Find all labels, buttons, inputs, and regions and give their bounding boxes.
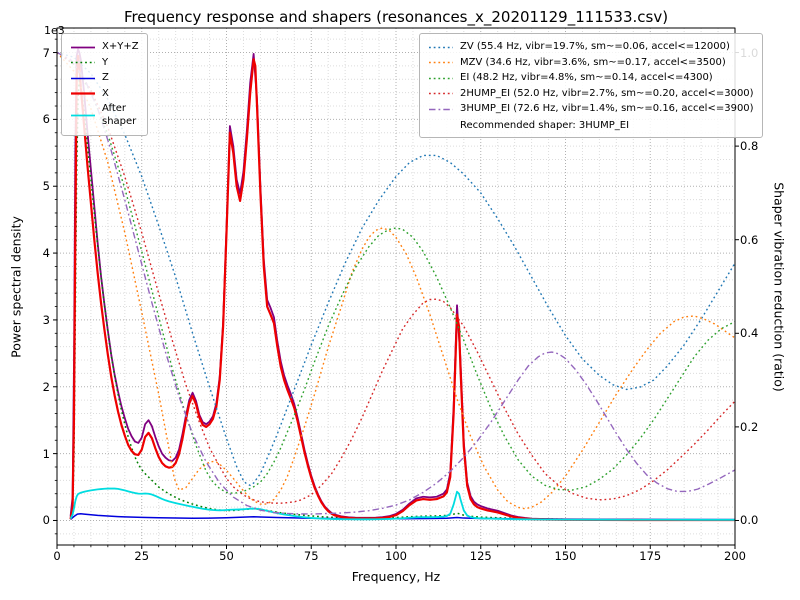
y-left-tick-label: 7 <box>42 45 50 60</box>
legend-line-sample <box>429 108 453 110</box>
legend-line-sample <box>71 77 95 79</box>
y-left-tick-label: 1 <box>42 446 50 461</box>
legend-item: X+Y+Z <box>70 41 139 54</box>
legend-item: EI (48.2 Hz, vibr=4.8%, sm~=0.14, accel<… <box>428 72 754 85</box>
legend-line-sample <box>429 77 453 79</box>
legend-item-label: 2HUMP_EI (52.0 Hz, vibr=2.7%, sm~=0.20, … <box>460 87 754 99</box>
y-right-tick-label: 0.0 <box>740 513 759 528</box>
legend-item-label: X+Y+Z <box>102 41 139 52</box>
legend-item-label: Z <box>102 72 109 83</box>
chart-title: Frequency response and shapers (resonanc… <box>123 8 669 26</box>
x-axis-label: Frequency, Hz <box>351 569 441 584</box>
x-tick-label: 0 <box>53 549 61 563</box>
legend-item-label: 3HUMP_EI (72.6 Hz, vibr=1.4%, sm~=0.16, … <box>460 103 754 114</box>
psd-legend: X+Y+Z Y Z X After shaper <box>61 33 148 136</box>
y-left-tick-label: 3 <box>42 312 50 327</box>
legend-item-label: After shaper <box>102 103 137 127</box>
x-tick-label: 50 <box>219 549 234 563</box>
y-right-axis-label: Shaper vibration reduction (ratio) <box>771 182 787 392</box>
y-left-tick-label: 4 <box>42 246 50 261</box>
legend-item-label: X <box>102 87 109 99</box>
legend-item: Z <box>70 72 139 85</box>
y-left-tick-label: 6 <box>42 112 50 127</box>
legend-item: ZV (55.4 Hz, vibr=19.7%, sm~=0.06, accel… <box>428 41 754 54</box>
legend-line-sample <box>429 46 453 48</box>
legend-item: After shaper <box>70 103 139 128</box>
y-right-tick-label: 0.6 <box>740 232 759 247</box>
legend-line-sample <box>71 92 95 95</box>
legend-line-sample <box>71 114 95 117</box>
legend-line-sample <box>71 62 95 64</box>
recommended-shaper-note: Recommended shaper: 3HUMP_EI <box>460 119 630 131</box>
legend-item-label: Y <box>102 56 109 68</box>
legend-item: MZV (34.6 Hz, vibr=3.6%, sm~=0.17, accel… <box>428 57 754 70</box>
y-right-tick-label: 0.4 <box>740 326 759 341</box>
y-left-tick-label: 0 <box>42 513 50 528</box>
y-left-tick-label: 2 <box>42 379 50 394</box>
legend-item: X <box>70 88 139 101</box>
x-tick-label: 175 <box>639 549 662 563</box>
y-axis-offset-text: 1e3 <box>44 24 65 37</box>
x-tick-label: 100 <box>385 549 407 563</box>
x-tick-label: 150 <box>554 549 577 563</box>
legend-item-label: MZV (34.6 Hz, vibr=3.6%, sm~=0.17, accel… <box>460 56 726 68</box>
legend-line-sample <box>429 93 453 95</box>
y-right-tick-label: 0.2 <box>740 419 759 434</box>
x-tick-label: 25 <box>134 549 150 563</box>
y-right-tick-label: 0.8 <box>740 139 759 154</box>
legend-line-sample <box>71 46 95 49</box>
legend-line-sample <box>429 62 453 64</box>
x-tick-label: 200 <box>724 549 746 563</box>
shaper-legend: ZV (55.4 Hz, vibr=19.7%, sm~=0.06, accel… <box>419 33 763 138</box>
y-left-axis-label: Power spectral density <box>8 216 24 358</box>
x-tick-label: 75 <box>303 549 319 563</box>
y-left-tick-label: 5 <box>42 179 50 194</box>
x-tick-label: 125 <box>469 549 492 563</box>
legend-item-label: ZV (55.4 Hz, vibr=19.7%, sm~=0.06, accel… <box>460 41 730 52</box>
legend-item: 2HUMP_EI (52.0 Hz, vibr=2.7%, sm~=0.20, … <box>428 88 754 101</box>
legend-item-label: EI (48.2 Hz, vibr=4.8%, sm~=0.14, accel<… <box>460 72 713 83</box>
legend-item: 3HUMP_EI (72.6 Hz, vibr=1.4%, sm~=0.16, … <box>428 103 754 116</box>
legend-item: Y <box>70 57 139 70</box>
